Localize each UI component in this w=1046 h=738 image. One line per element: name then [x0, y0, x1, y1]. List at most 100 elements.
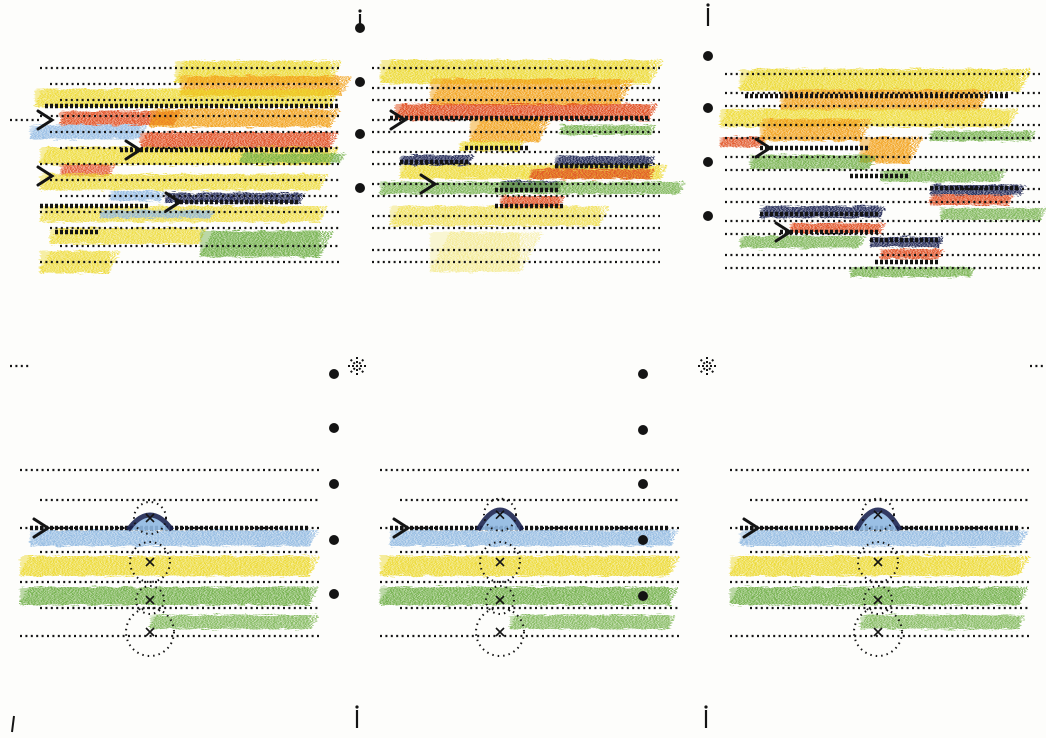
u1-band-yellow-c — [39, 173, 328, 191]
l-divider-right-dot-4 — [638, 591, 648, 601]
u1-band-yellow-e — [49, 227, 207, 245]
l2-band-green-b — [509, 614, 676, 630]
l3-band-yellow-hatch — [729, 555, 1030, 577]
l-corner-mark — [11, 715, 15, 733]
u2-band-orange-top-hatch — [429, 78, 634, 106]
u3-band-green-a-hatch — [929, 130, 1036, 142]
u-divider-right-dot-2 — [703, 157, 713, 167]
u3-band-red-c-hatch — [789, 222, 886, 234]
l3-circle-bottom-cross — [873, 627, 883, 637]
l3-circle-mid-cross — [873, 557, 883, 567]
l3-arrow — [742, 517, 761, 539]
u2-band-yellow-c — [389, 205, 610, 227]
l-divider-left-dot-0 — [329, 369, 339, 379]
marks-layer — [11, 3, 903, 733]
l1-circle-top-cross — [145, 513, 155, 523]
u3-band-green-a — [929, 130, 1036, 142]
u2-band-orange-b — [469, 117, 552, 143]
u1-band-orange-a — [149, 108, 340, 128]
l1-bump — [125, 512, 175, 532]
l1-band-green — [19, 586, 319, 606]
l1-circle-bottom — [125, 607, 175, 657]
u2-band-red-b — [529, 168, 655, 180]
l3-circle-top — [861, 497, 895, 532]
l-divider-left-dot-1 — [329, 423, 339, 433]
color-bands-layer — [19, 59, 1046, 630]
u3-band-red-b-hatch — [929, 194, 1014, 206]
l2-band-green-b-hatch — [509, 614, 676, 630]
u-tick-left-dot — [358, 9, 362, 13]
l1-circle-bottom-cross — [145, 627, 155, 637]
u3-band-green-b-hatch — [749, 154, 877, 170]
u1-band-yellow-a — [34, 88, 341, 108]
l2-circle-mid-cross — [495, 557, 505, 567]
l2-circle-bottom-cross — [495, 627, 505, 637]
u1-band-red-b-hatch — [139, 131, 339, 149]
l3-band-blue — [739, 529, 1028, 547]
u3-band-yellow-top-hatch — [739, 68, 1032, 92]
l3-circle-bottom — [853, 607, 903, 657]
u1-band-orange-a-hatch — [149, 108, 340, 128]
l3-circle-top-cross — [873, 510, 883, 520]
u3-band-green-e-hatch — [739, 235, 866, 249]
u3-band-green-b — [749, 154, 877, 170]
l1-circle-top — [133, 501, 167, 535]
l2-circle-mid — [479, 541, 521, 583]
u2-arrow-a — [389, 109, 408, 131]
l2-circle-bottom — [475, 607, 525, 657]
u1-band-yellow-top-hatch — [174, 60, 342, 84]
u1-band-red-c-hatch — [59, 163, 116, 177]
u-divider-left-dot-1 — [355, 77, 365, 87]
u2-band-yellow-top — [379, 59, 663, 85]
u1-band-yellow-a-hatch — [34, 88, 341, 108]
u2-band-navy-b-hatch — [554, 155, 656, 169]
u1-arrow-c — [36, 165, 55, 187]
u3-arrow-b — [774, 221, 793, 243]
u1-arrow-d — [164, 191, 183, 213]
u-divider-right-dot-3 — [703, 211, 713, 221]
u2-band-green-a-hatch — [559, 124, 656, 136]
u2-band-green-a — [559, 124, 656, 136]
l-divider-right-dot-2 — [638, 479, 648, 489]
l2-band-green — [379, 586, 679, 606]
u3-band-green-e — [739, 235, 866, 249]
u1-band-red-b — [139, 131, 339, 149]
l2-circle-top — [483, 497, 517, 532]
u-divider-left-dot-3 — [355, 183, 365, 193]
l-divider-left-dot-3 — [329, 535, 339, 545]
u3-band-green-f-hatch — [849, 266, 975, 278]
l1-circle-mid — [129, 541, 171, 583]
u1-band-navy-a-hatch — [164, 192, 306, 204]
u2-band-yellow-fade — [429, 231, 543, 273]
u1-band-blue-c-hatch — [99, 209, 214, 219]
u2-band-red-b-hatch — [529, 168, 655, 180]
l1-band-green-b — [149, 614, 319, 630]
l1-circle-mid-cross — [145, 557, 155, 567]
u3-band-green-f — [849, 266, 975, 278]
u2-band-red-a-hatch — [394, 103, 658, 121]
l2-circle-low — [485, 585, 515, 615]
u3-band-green-d-hatch — [939, 207, 1046, 221]
u-tick-right-dot — [706, 3, 710, 7]
u1-band-red-c — [59, 163, 116, 177]
l2-band-yellow — [379, 555, 680, 577]
l3-band-green-b-hatch — [859, 614, 1026, 630]
u3-band-red-b — [929, 194, 1014, 206]
u2-band-yellow-fade-hatch — [429, 231, 543, 273]
l-divider-right-dot-0 — [638, 369, 648, 379]
u-divider-right-dot-1 — [703, 103, 713, 113]
l2-circle-low-cross — [495, 595, 505, 605]
u2-band-orange-top — [429, 78, 634, 106]
u1-band-orange-top-hatch — [179, 75, 352, 97]
l-divider-left-dot-4 — [329, 589, 339, 599]
u-divider-left-dot-2 — [355, 129, 365, 139]
u1-arrow-a — [36, 109, 55, 131]
u3-band-green-d — [939, 207, 1046, 221]
l1-band-blue — [29, 529, 318, 547]
l3-circle-low — [863, 585, 893, 615]
u1-band-green-b — [199, 230, 334, 258]
u3-band-green-c — [879, 169, 1006, 183]
l3-band-green-hatch — [729, 586, 1029, 606]
